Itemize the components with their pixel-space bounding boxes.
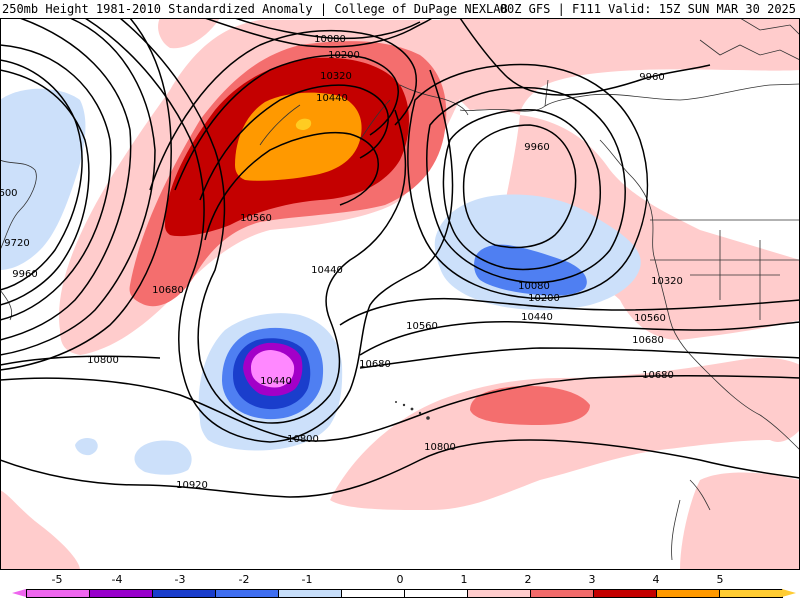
contour-label: 10800 [87,355,119,366]
colorbar-swatch [719,589,783,598]
contour-label: 10440 [260,376,292,387]
contour-label: 10560 [240,213,272,224]
colorbar-swatch [341,589,405,598]
contour-label: 10800 [424,442,456,453]
colorbar-label: -3 [174,573,186,586]
colorbar-label: -4 [111,573,123,586]
contour-label: 10080 [314,34,346,45]
model-valid-time: 00Z GFS | F111 Valid: 15Z SUN MAR 30 202… [499,2,796,16]
contour-label: 10440 [521,312,553,323]
contour-label: 10680 [152,285,184,296]
colorbar-label: 2 [524,573,532,586]
contour-label: 10320 [320,71,352,82]
colorbar-swatch [26,589,90,598]
colorbar-swatch [656,589,720,598]
contour-label: 10320 [651,276,683,287]
colorbar-swatch [215,589,279,598]
contour-label: 10920 [176,480,208,491]
colorbar-label: 5 [716,573,724,586]
colorbar-label: 1 [460,573,468,586]
colorbar-label: 0 [396,573,404,586]
contour-label: 10560 [634,313,666,324]
positive-anomaly-4 [235,92,362,181]
contour-label: 10080 [518,281,550,292]
contour-label: 10560 [406,321,438,332]
contour-label: 10680 [642,370,674,381]
colorbar-swatch [530,589,594,598]
contour-label: 9960 [12,269,37,280]
colorbar: -5 -4 -3 -2 -1 0 1 2 3 4 5 [0,570,800,600]
contour-label: 9720 [4,238,29,249]
negative-anomaly-5 [251,350,295,388]
contour-label: 10200 [328,50,360,61]
positive-anomaly-5 [295,118,312,130]
colorbar-swatch [593,589,657,598]
colorbar-label: -5 [51,573,63,586]
contour-label: 600 [0,188,18,199]
colorbar-max-arrow [782,589,796,597]
contour-label: 9960 [524,142,549,153]
colorbar-label: -1 [301,573,313,586]
contour-label: 10680 [632,335,664,346]
header-bar: 250mb Height 1981-2010 Standardized Anom… [0,0,800,18]
contour-label: 10200 [528,293,560,304]
colorbar-swatch [467,589,531,598]
colorbar-min-arrow [12,589,26,597]
colorbar-swatch [404,589,468,598]
anomaly-map: 10080 10200 10320 10440 9960 9960 600 97… [0,18,800,570]
contour-label: 10440 [316,93,348,104]
contour-label: 9960 [639,72,664,83]
colorbar-swatch [152,589,216,598]
colorbar-label: 3 [588,573,596,586]
contour-label: 10680 [359,359,391,370]
contour-label: 10440 [311,265,343,276]
colorbar-label: 4 [652,573,660,586]
colorbar-swatch [278,589,342,598]
contour-label: 10800 [287,434,319,445]
hawaii-islands [395,401,430,420]
colorbar-label: -2 [238,573,250,586]
colorbar-swatch [89,589,153,598]
contour-labels: 10080 10200 10320 10440 9960 9960 600 97… [0,34,683,491]
map-title: 250mb Height 1981-2010 Standardized Anom… [2,2,508,16]
height-contours [0,18,800,498]
